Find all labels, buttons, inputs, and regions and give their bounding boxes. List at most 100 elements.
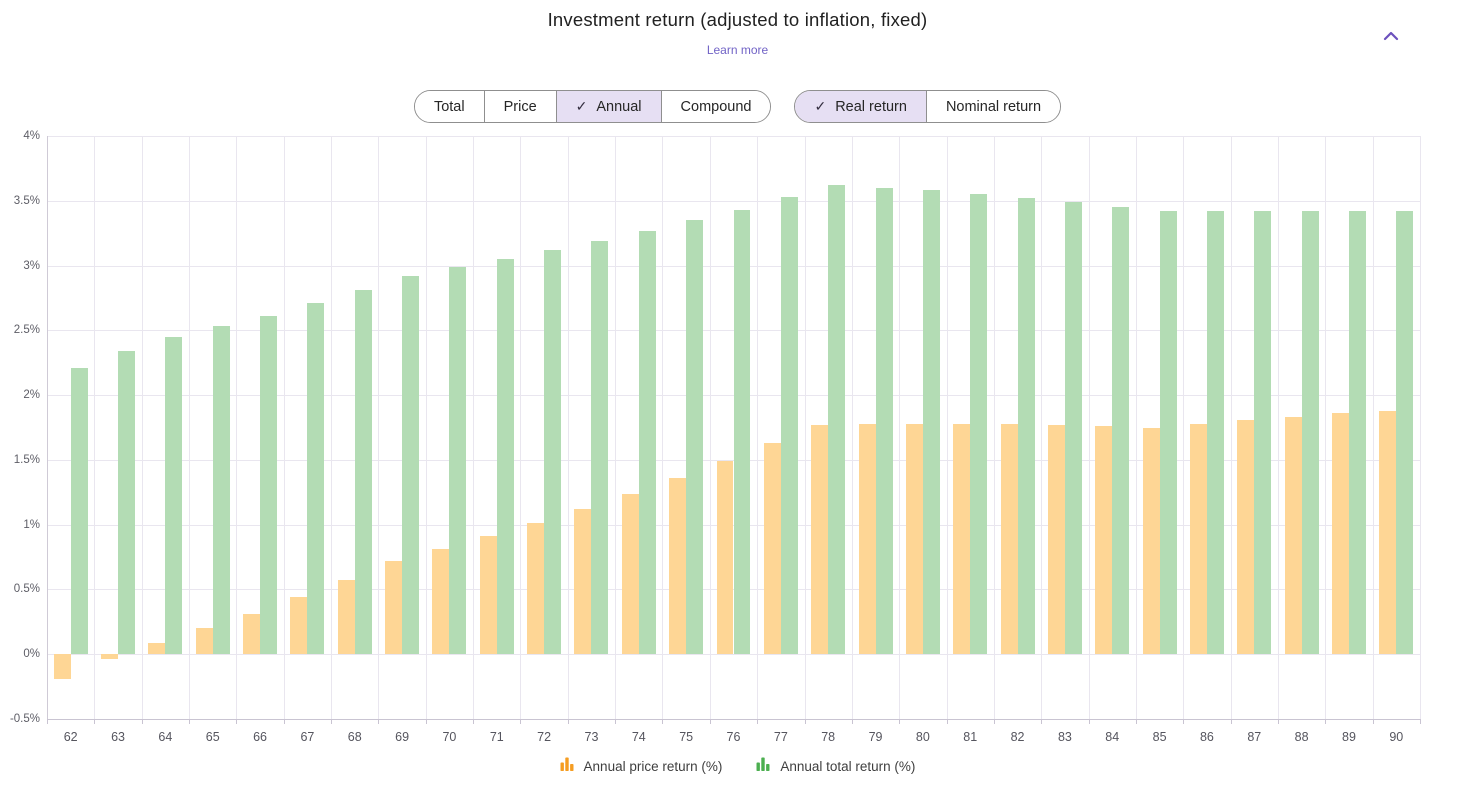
bar-price-return[interactable] — [1000, 423, 1018, 655]
y-axis-label: 1.5% — [13, 453, 40, 466]
bar-total-return[interactable] — [449, 266, 467, 655]
bar-total-return[interactable] — [780, 196, 798, 655]
gridline — [1372, 136, 1374, 719]
x-axis-label: 62 — [63, 730, 78, 744]
bar-total-return[interactable] — [1301, 211, 1319, 655]
x-axis-label: 68 — [347, 730, 362, 744]
bar-total-return[interactable] — [354, 290, 372, 655]
x-axis-label: 80 — [915, 730, 930, 744]
bar-total-return[interactable] — [1159, 211, 1177, 655]
y-axis-label: 2.5% — [13, 324, 40, 337]
bar-total-return[interactable] — [591, 240, 609, 655]
plot-area: 4% 3.5% 3% 2.5% 2% 1.5% 1% 0.5% 0% -0.5% — [10, 130, 1421, 725]
bar-price-return[interactable] — [621, 493, 639, 655]
tab-total[interactable]: Total — [414, 91, 484, 122]
bar-total-return[interactable] — [1206, 211, 1224, 655]
bar-price-return[interactable] — [905, 423, 923, 655]
bar-total-return[interactable] — [1112, 207, 1130, 655]
return-type-segmented-control: Total Price ✓ Annual Compound — [413, 90, 772, 123]
legend-item-price[interactable]: Annual price return (%) — [560, 756, 722, 777]
bar-total-return[interactable] — [686, 220, 704, 655]
x-axis-label: 79 — [868, 730, 883, 744]
x-axis-label: 76 — [726, 730, 741, 744]
bar-price-return[interactable] — [101, 654, 118, 660]
bar-price-return[interactable] — [148, 642, 166, 655]
axis-tick — [851, 719, 853, 724]
bar-total-return[interactable] — [307, 303, 325, 655]
bar-price-return[interactable] — [243, 614, 261, 655]
bar-price-return[interactable] — [669, 478, 687, 655]
x-axis-label: 63 — [111, 730, 125, 744]
y-axis-label: -0.5% — [9, 713, 40, 725]
bar-price-return[interactable] — [479, 536, 497, 655]
bar-total-return[interactable] — [118, 351, 135, 655]
bar-total-return[interactable] — [212, 326, 230, 655]
bar-price-return[interactable] — [811, 424, 829, 655]
bar-total-return[interactable] — [638, 230, 656, 655]
bar-price-return[interactable] — [716, 461, 734, 655]
legend-label: Annual total return (%) — [780, 759, 916, 774]
gridline — [804, 136, 806, 719]
bar-total-return[interactable] — [733, 209, 751, 655]
bar-total-return[interactable] — [1348, 211, 1366, 655]
bar-price-return[interactable] — [1237, 419, 1255, 655]
tab-compound[interactable]: Compound — [660, 91, 771, 122]
bar-total-return[interactable] — [165, 336, 183, 655]
gridline — [1420, 136, 1421, 719]
bar-price-return[interactable] — [527, 523, 545, 655]
bar-price-return[interactable] — [1331, 413, 1349, 655]
x-axis-label: 73 — [584, 730, 599, 744]
bar-price-return[interactable] — [385, 560, 403, 655]
bar-price-return[interactable] — [195, 628, 213, 655]
toggle-nominal-return[interactable]: Nominal return — [925, 91, 1061, 122]
axis-tick — [662, 719, 664, 724]
axis-tick — [1230, 719, 1232, 724]
legend-item-total[interactable]: Annual total return (%) — [756, 756, 915, 777]
bar-price-return[interactable] — [574, 509, 592, 655]
learn-more-link[interactable]: Learn more — [706, 43, 769, 57]
bar-price-return[interactable] — [53, 654, 71, 679]
x-axis-label: 70 — [442, 730, 457, 744]
chart-legend: Annual price return (%) Annual total ret… — [0, 756, 1475, 777]
bar-total-return[interactable] — [828, 185, 846, 655]
bar-price-return[interactable] — [953, 423, 971, 655]
bar-price-return[interactable] — [858, 423, 876, 655]
check-icon: ✓ — [814, 98, 827, 114]
bar-total-return[interactable] — [402, 275, 420, 655]
bar-price-return[interactable] — [1284, 417, 1302, 655]
bar-price-return[interactable] — [1047, 424, 1065, 655]
bar-total-return[interactable] — [1064, 202, 1082, 655]
bar-price-return[interactable] — [290, 597, 308, 655]
collapse-button[interactable] — [1379, 24, 1403, 48]
gridline — [1088, 136, 1090, 719]
bar-price-return[interactable] — [432, 549, 450, 655]
bar-price-return[interactable] — [763, 443, 781, 655]
gridline — [615, 136, 617, 719]
bar-total-return[interactable] — [260, 316, 278, 655]
axis-tick — [946, 719, 948, 724]
bar-total-return[interactable] — [544, 250, 562, 655]
bar-total-return[interactable] — [1254, 211, 1272, 655]
bar-total-return[interactable] — [922, 190, 940, 655]
bar-total-return[interactable] — [970, 194, 988, 655]
gridline — [567, 136, 569, 719]
tab-price[interactable]: Price — [483, 91, 556, 122]
bar-price-return[interactable] — [1379, 410, 1397, 655]
toggle-real-return[interactable]: ✓ Real return — [795, 91, 926, 122]
tab-annual[interactable]: ✓ Annual — [555, 91, 661, 122]
gridline — [709, 136, 711, 719]
bar-chart-icon — [756, 756, 771, 777]
gridline — [189, 136, 191, 719]
bar-total-return[interactable] — [496, 259, 514, 655]
bar-price-return[interactable] — [1095, 426, 1113, 655]
bar-price-return[interactable] — [1189, 423, 1207, 655]
bar-total-return[interactable] — [1396, 211, 1414, 655]
axis-tick — [520, 719, 522, 724]
bar-total-return[interactable] — [70, 367, 88, 655]
bar-total-return[interactable] — [875, 187, 893, 655]
bar-price-return[interactable] — [337, 580, 355, 655]
bar-price-return[interactable] — [1142, 427, 1160, 655]
chart-header: Investment return (adjusted to inflation… — [0, 0, 1475, 59]
gridline — [1135, 136, 1137, 719]
bar-total-return[interactable] — [1017, 198, 1035, 655]
